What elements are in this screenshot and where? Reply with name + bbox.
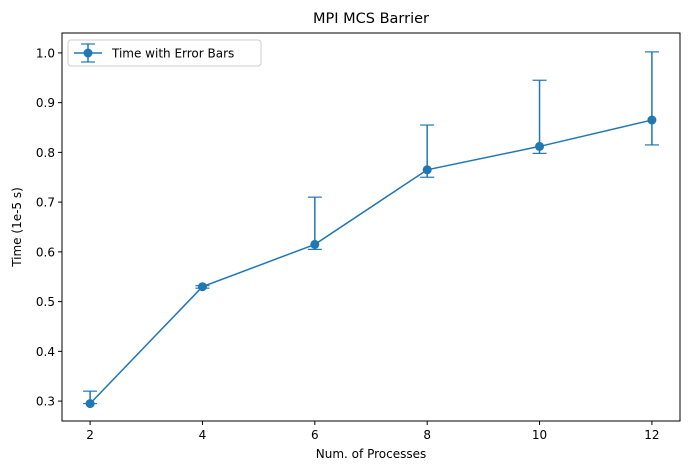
y-tick-label: 0.8 (36, 146, 55, 160)
y-tick-label: 0.3 (36, 395, 55, 409)
x-tick-label: 4 (199, 428, 207, 442)
error-bar (644, 51, 659, 146)
plot-frame (61, 32, 681, 422)
legend-box (67, 39, 262, 67)
y-tick-label: 0.4 (36, 345, 55, 359)
y-tick-label: 0.6 (36, 245, 55, 259)
x-tick-label: 6 (311, 428, 319, 442)
x-axis: 2 4 6 8 10 12 (86, 421, 660, 442)
chart-title: MPI MCS Barrier (313, 11, 429, 27)
data-point (422, 165, 432, 175)
data-point (197, 282, 207, 292)
data-point (85, 399, 95, 409)
x-tick-label: 2 (86, 428, 94, 442)
legend: Time with Error Bars (67, 39, 262, 67)
x-tick-label: 8 (423, 428, 431, 442)
y-axis-label: Time (1e-5 s) (10, 187, 24, 268)
legend-series-marker (74, 43, 102, 63)
error-bar (532, 79, 547, 154)
y-tick-label: 0.5 (36, 295, 55, 309)
data-point (310, 239, 320, 249)
y-tick-label: 0.7 (36, 196, 55, 210)
y-axis: 0.3 0.4 0.5 0.6 0.7 0.8 0.9 1.0 (36, 46, 62, 409)
series-layer (83, 51, 659, 409)
series-line (89, 119, 653, 405)
data-point (647, 115, 657, 125)
legend-series-label: Time with Error Bars (111, 47, 234, 61)
x-tick-label: 12 (644, 428, 659, 442)
y-tick-label: 1.0 (36, 46, 55, 60)
legend-point (83, 48, 93, 58)
data-point (535, 141, 545, 151)
plot-area (61, 32, 681, 422)
x-tick-label: 10 (532, 428, 547, 442)
y-tick-label: 0.9 (36, 96, 55, 110)
x-axis-label: Num. of Processes (316, 447, 426, 461)
